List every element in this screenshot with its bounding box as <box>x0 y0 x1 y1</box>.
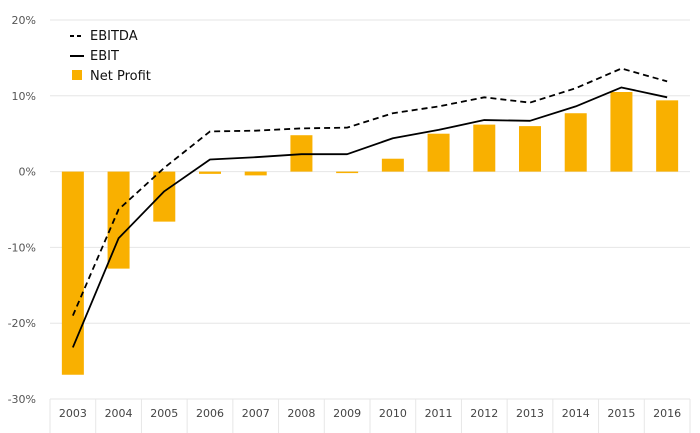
x-tick-label: 2012 <box>470 407 498 420</box>
x-tick-label: 2008 <box>287 407 315 420</box>
x-tick-label: 2014 <box>562 407 590 420</box>
x-tick-label: 2009 <box>333 407 361 420</box>
y-tick-label: 20% <box>12 14 36 27</box>
net-profit-bar <box>336 171 359 174</box>
y-tick-label: 0% <box>19 166 36 179</box>
x-tick-label: 2006 <box>196 407 224 420</box>
net-profit-bar <box>107 171 130 269</box>
net-profit-bar <box>656 100 679 172</box>
y-tick-label: -10% <box>8 241 36 254</box>
legend-label-net-profit: Net Profit <box>90 69 151 84</box>
x-tick-label: 2010 <box>379 407 407 420</box>
net-profit-bar <box>381 158 404 172</box>
net-profit-bar <box>610 92 633 172</box>
net-profit-bar <box>153 171 176 222</box>
net-profit-bar <box>564 113 587 172</box>
y-tick-label: 10% <box>12 90 36 103</box>
ebit-line <box>72 86 668 348</box>
legend-label-ebitda: EBITDA <box>90 29 138 44</box>
net-profit-bar <box>427 133 450 172</box>
x-tick-label: 2011 <box>425 407 453 420</box>
y-tick-label: -30% <box>8 393 36 406</box>
net-profit-bar <box>61 171 84 375</box>
net-profit-bar <box>519 126 541 172</box>
net-profit-bar <box>244 171 267 176</box>
x-tick-label: 2007 <box>242 407 270 420</box>
y-tick-label: -20% <box>8 317 36 330</box>
x-tick-label: 2004 <box>105 407 133 420</box>
x-tick-label: 2005 <box>150 407 178 420</box>
x-tick-label: 2015 <box>607 407 635 420</box>
legend-swatch-net-profit <box>72 70 82 80</box>
net-profit-bar <box>199 171 221 174</box>
legend-label-ebit: EBIT <box>90 49 119 64</box>
x-tick-label: 2016 <box>653 407 681 420</box>
x-tick-label: 2003 <box>59 407 87 420</box>
x-tick-label: 2013 <box>516 407 544 420</box>
net-profit-bar <box>473 124 496 172</box>
